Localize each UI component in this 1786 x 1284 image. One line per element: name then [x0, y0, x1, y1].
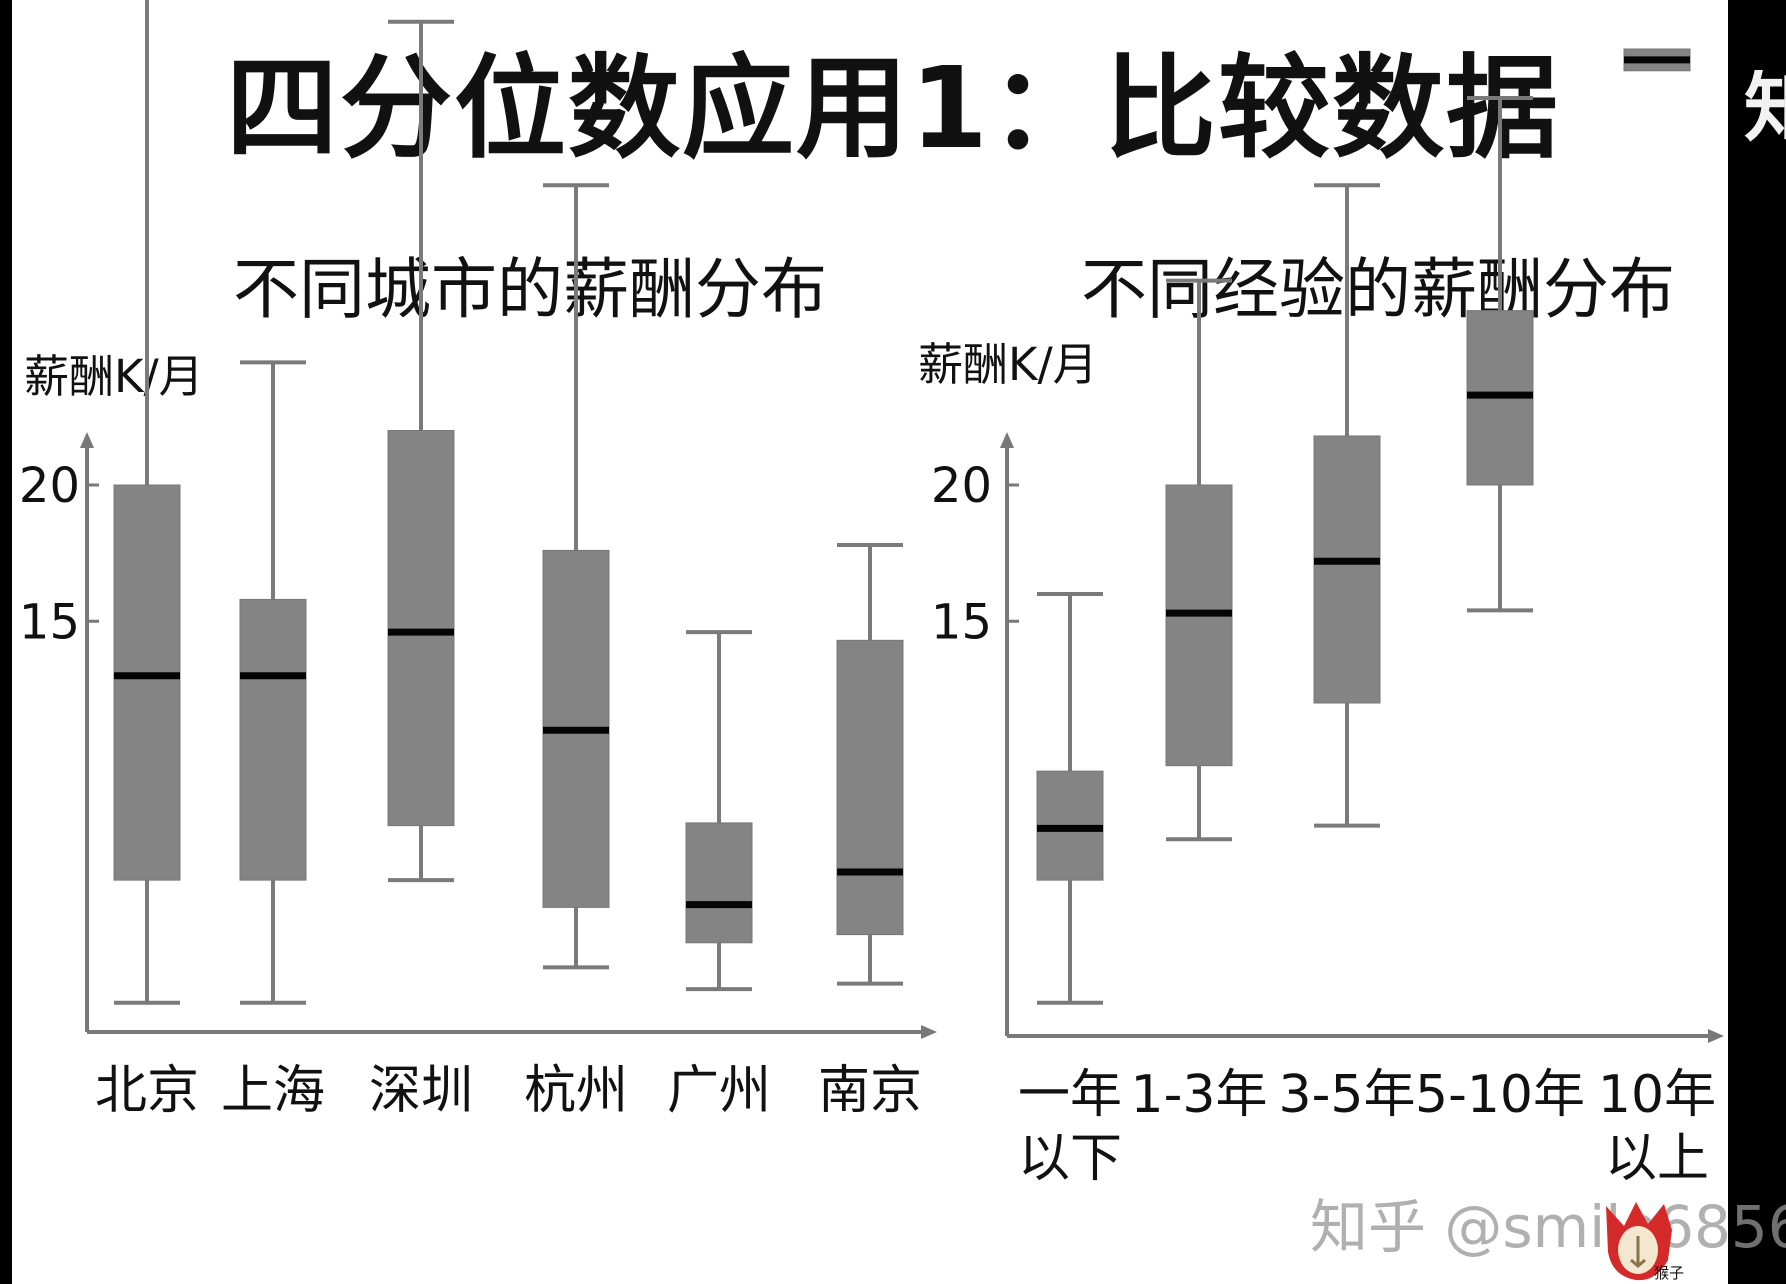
- page-title: 四分位数应用1：比较数据: [226, 44, 1560, 174]
- cropped-edge-glyph: 知: [1744, 70, 1786, 146]
- category-label: 以下: [1018, 1129, 1122, 1189]
- x-axis-arrow: [921, 1025, 937, 1039]
- iqr-box: [685, 822, 753, 944]
- stamp-label: 猴子: [1654, 1264, 1684, 1282]
- right-dark-border: [1728, 0, 1786, 1284]
- category-label: 北京: [95, 1061, 199, 1121]
- iqr-box: [836, 639, 904, 936]
- watermark-text: 知乎 @smile6856: [1310, 1193, 1786, 1261]
- iqr-box: [113, 484, 181, 881]
- category-label: 广州: [667, 1061, 771, 1121]
- y-axis-label: 薪酬K/月: [24, 350, 204, 403]
- category-label: 1-3年: [1131, 1065, 1268, 1125]
- category-label: 3-5年: [1279, 1065, 1416, 1125]
- chart-title: 不同经验的薪酬分布: [1081, 251, 1675, 328]
- iqr-box: [239, 598, 307, 881]
- iqr-box: [1165, 484, 1233, 767]
- iqr-box: [1313, 435, 1381, 704]
- y-tick-label: 20: [19, 458, 80, 514]
- category-label: 一年: [1018, 1065, 1122, 1125]
- monkey-stamp-logo: 猴子: [1606, 1202, 1684, 1282]
- category-label: 南京: [818, 1061, 922, 1121]
- x-axis-arrow: [1708, 1029, 1724, 1043]
- iqr-box: [387, 430, 455, 827]
- y-tick-label: 20: [931, 458, 992, 514]
- y-axis-arrow: [1000, 432, 1014, 448]
- y-tick-label: 15: [19, 594, 80, 650]
- y-axis-label: 薪酬K/月: [918, 338, 1098, 391]
- y-axis-arrow: [80, 432, 94, 448]
- left-dark-border: [0, 0, 12, 1284]
- category-label: 以上: [1605, 1129, 1709, 1189]
- category-label: 深圳: [369, 1061, 473, 1121]
- category-label: 5-10年: [1415, 1065, 1585, 1125]
- category-label: 上海: [221, 1061, 325, 1121]
- y-tick-label: 15: [931, 594, 992, 650]
- category-label: 杭州: [524, 1061, 628, 1121]
- chart-title: 不同城市的薪酬分布: [233, 251, 827, 328]
- category-label: 10年: [1598, 1065, 1716, 1125]
